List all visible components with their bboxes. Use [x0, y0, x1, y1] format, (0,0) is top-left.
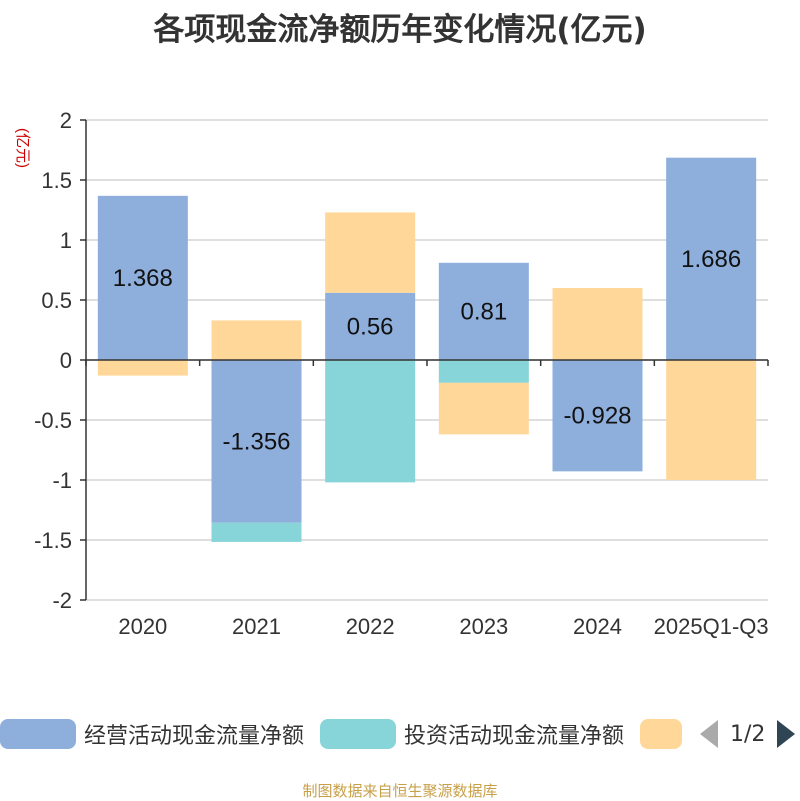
bar-operating[interactable]: [666, 157, 757, 360]
bars: [97, 157, 757, 542]
legend-label-investing: 投资活动现金流量净额: [404, 724, 625, 749]
y-tick-label: -2: [52, 588, 72, 613]
bar-financing[interactable]: [211, 320, 302, 360]
y-tick-label: 0: [60, 348, 72, 373]
bar-investing[interactable]: [325, 360, 416, 483]
x-tick-labels: 2020 2021 2022 2023 2024 2025Q1-Q3: [118, 614, 768, 639]
bar-operating[interactable]: [438, 262, 529, 360]
bar-financing[interactable]: [552, 288, 643, 360]
y-tick-label: 2: [60, 108, 72, 133]
legend: 经营活动现金流量净额 投资活动现金流量净额 1/2: [0, 712, 800, 756]
axes: [80, 119, 769, 601]
bar-investing[interactable]: [211, 522, 302, 542]
legend-page-indicator: 1/2: [730, 721, 766, 747]
bar-operating[interactable]: [211, 360, 302, 523]
data-labels: 1.368 -1.356 0.56 0.81 -0.928 1.686: [113, 246, 741, 456]
y-tick-labels: 2 1.5 1 0.5 0 -0.5 -1 -1.5 -2: [34, 108, 72, 613]
y-tick-label: -1: [52, 468, 72, 493]
bar-financing[interactable]: [325, 212, 416, 293]
x-tick-label: 2023: [459, 614, 508, 639]
y-tick-label: 1: [60, 228, 72, 253]
y-tick-label: 0.5: [41, 288, 72, 313]
grid-lines: [86, 119, 768, 601]
legend-label-operating: 经营活动现金流量净额: [84, 724, 305, 749]
legend-item-investing[interactable]: 投资活动现金流量净额: [320, 718, 624, 750]
x-tick-label: 2025Q1-Q3: [654, 614, 769, 639]
data-label: 1.368: [113, 265, 173, 292]
x-tick-label: 2021: [232, 614, 281, 639]
x-tick-label: 2024: [573, 614, 622, 639]
data-label: 1.686: [681, 246, 741, 273]
bar-chart: 21.510.50-0.5-1-1.5-2 2020 2021 2022 2023 20…: [14, 108, 769, 639]
bar-investing[interactable]: [438, 360, 529, 383]
legend-swatch-operating: [0, 719, 76, 749]
data-label: -1.356: [222, 428, 290, 455]
chart-title: 各项现金流净额历年变化情况(亿元): [153, 12, 647, 48]
y-tick-label: -1.5: [34, 528, 72, 553]
y-tick-label: 1.5: [41, 168, 72, 193]
bar-operating[interactable]: [325, 292, 416, 360]
data-label: 0.81: [460, 298, 507, 325]
legend-swatch-financing: [640, 719, 682, 749]
x-tick-label: 2020: [118, 614, 167, 639]
legend-item-financing[interactable]: [640, 718, 690, 750]
bar-financing[interactable]: [97, 360, 188, 376]
legend-prev-arrow-icon[interactable]: [700, 720, 718, 748]
x-tick-label: 2022: [346, 614, 395, 639]
legend-next-arrow-icon[interactable]: [777, 720, 796, 748]
bar-operating[interactable]: [552, 360, 643, 472]
legend-item-operating[interactable]: 经营活动现金流量净额: [0, 718, 304, 750]
data-label: 0.56: [347, 313, 394, 340]
bar-financing[interactable]: [438, 382, 529, 435]
legend-pager: 1/2: [700, 718, 796, 750]
data-label: -0.928: [563, 403, 631, 430]
bar-operating[interactable]: [97, 195, 188, 360]
y-axis-unit-label: (亿元): [14, 128, 31, 168]
bar-financing[interactable]: [666, 360, 757, 480]
y-tick-label: -0.5: [34, 408, 72, 433]
legend-swatch-investing: [320, 719, 396, 749]
source-note: 制图数据来自恒生聚源数据库: [302, 782, 498, 800]
